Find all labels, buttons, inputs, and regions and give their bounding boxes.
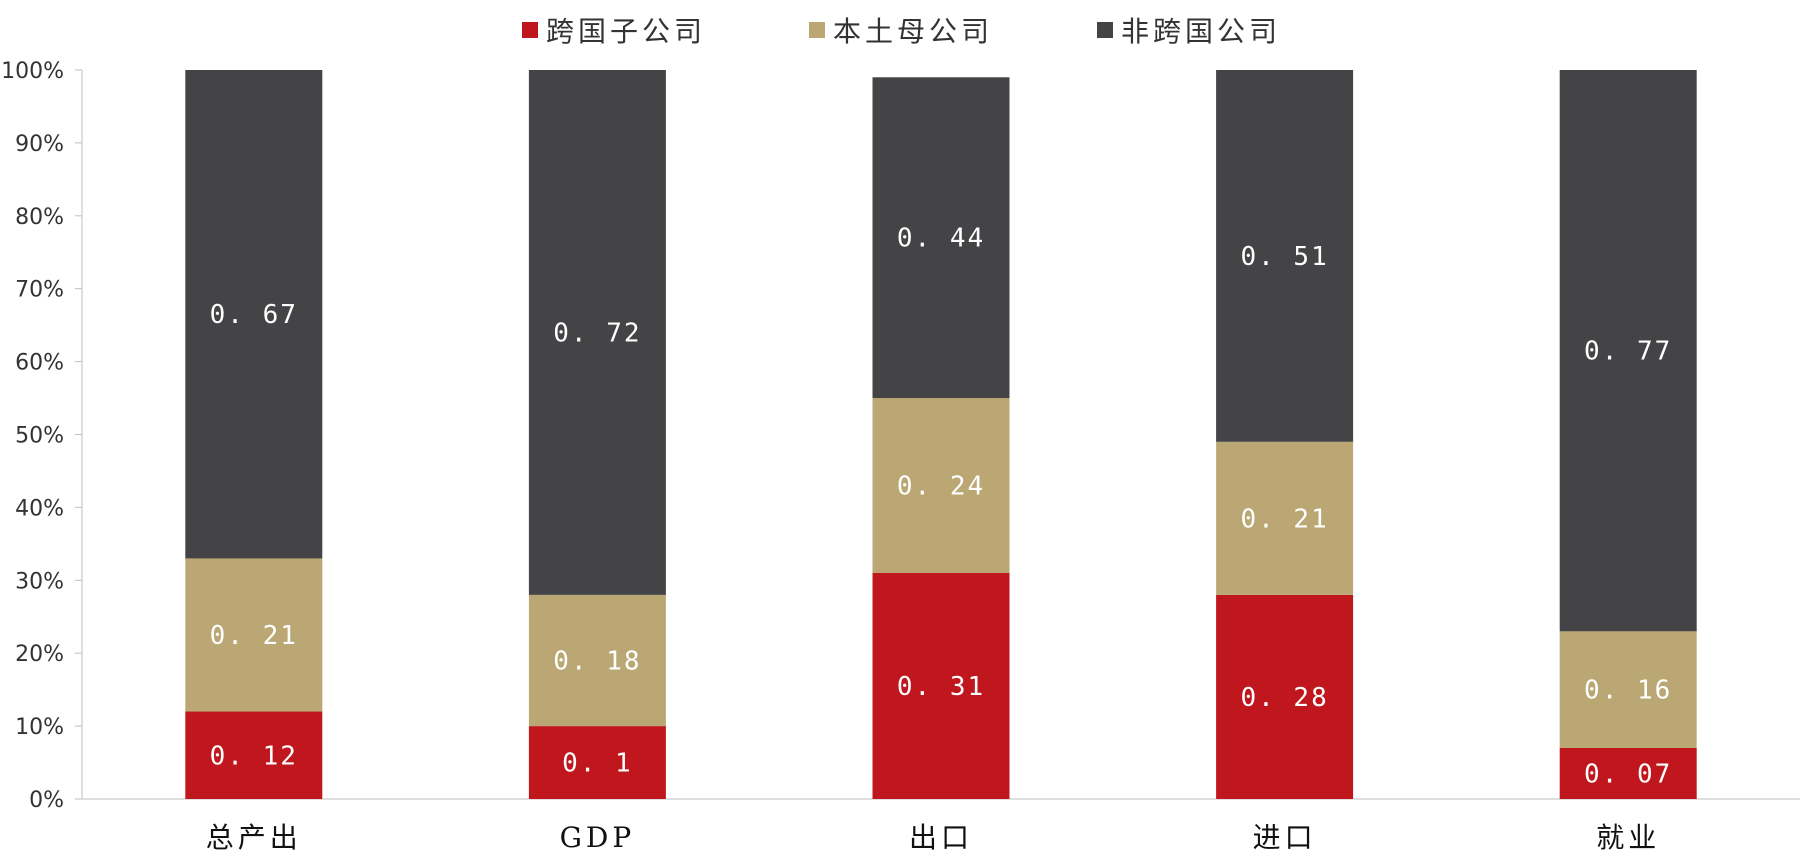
y-tick-label: 60% — [15, 351, 64, 376]
value-labels: 0. 12 0. 21 0. 67 0. 1 0. 18 0. 72 0. 31 0. 24 0… — [210, 224, 1672, 790]
data-label: 0. 07 — [1584, 759, 1672, 789]
bar-segment — [1216, 441, 1354, 595]
bar-segment — [185, 558, 323, 712]
legend-swatch-series-2 — [809, 22, 825, 38]
data-label: 0. 77 — [1584, 337, 1672, 367]
data-label: 0. 44 — [897, 224, 985, 254]
legend-item-series-1: 跨国子公司 — [522, 8, 706, 52]
bar-segment — [872, 398, 1010, 574]
legend-label-series-1: 跨国子公司 — [546, 15, 707, 48]
legend-swatch-series-3 — [1097, 22, 1113, 38]
bar-segment — [528, 726, 666, 799]
y-tick-label: 0% — [29, 788, 64, 813]
legend-item-series-3: 非跨国公司 — [1097, 8, 1281, 52]
data-label: 0. 67 — [210, 300, 298, 330]
data-label: 0. 31 — [897, 672, 985, 702]
data-label: 0. 1 — [562, 749, 633, 779]
bar-segment — [528, 70, 666, 595]
bar-segment — [1559, 747, 1697, 799]
data-label: 0. 18 — [553, 646, 641, 676]
data-label: 0. 16 — [1584, 676, 1672, 706]
y-tick-label: 30% — [15, 569, 64, 594]
bar-segment — [528, 594, 666, 727]
y-tick-label: 70% — [15, 278, 64, 303]
legend: 跨国子公司 本土母公司 非跨国公司 — [0, 8, 1801, 52]
y-tick-label: 10% — [15, 715, 64, 740]
bar-segment — [1216, 70, 1354, 442]
bar-segment — [185, 70, 323, 559]
bar-segment — [1559, 631, 1697, 748]
y-tick-label: 50% — [15, 424, 64, 449]
data-label: 0. 21 — [1240, 504, 1328, 534]
data-label: 0. 12 — [210, 741, 298, 771]
y-axis: 0% 10% 20% 30% 40% 50% 60% 70% 80% 90% 100% — [1, 59, 83, 813]
bars — [185, 70, 1697, 799]
y-tick-label: 40% — [15, 496, 64, 521]
category-label: 进口 — [1253, 821, 1317, 854]
category-label: GDP — [560, 821, 636, 854]
y-tick-label: 100% — [1, 59, 64, 84]
bar-segment — [1559, 70, 1697, 632]
y-tick-label: 80% — [15, 205, 64, 230]
bar-segment — [872, 573, 1010, 799]
category-label: 就业 — [1596, 821, 1660, 854]
legend-item-series-2: 本土母公司 — [809, 8, 993, 52]
data-label: 0. 21 — [210, 621, 298, 651]
category-label: 总产出 — [206, 821, 302, 854]
y-tick-label: 20% — [15, 642, 64, 667]
bar-segment — [185, 711, 323, 799]
bar-segment — [1216, 594, 1354, 799]
category-labels: 总产出 GDP 出口 进口 就业 — [206, 821, 1660, 854]
bar-segment — [872, 77, 1010, 399]
data-label: 0. 72 — [553, 318, 641, 348]
y-tick-label: 90% — [15, 132, 64, 157]
legend-swatch-series-1 — [522, 22, 538, 38]
data-label: 0. 51 — [1240, 242, 1328, 272]
category-label: 出口 — [909, 821, 973, 854]
legend-label-series-3: 非跨国公司 — [1121, 15, 1282, 48]
legend-label-series-2: 本土母公司 — [833, 15, 994, 48]
data-label: 0. 24 — [897, 472, 985, 502]
data-label: 0. 28 — [1240, 683, 1328, 713]
